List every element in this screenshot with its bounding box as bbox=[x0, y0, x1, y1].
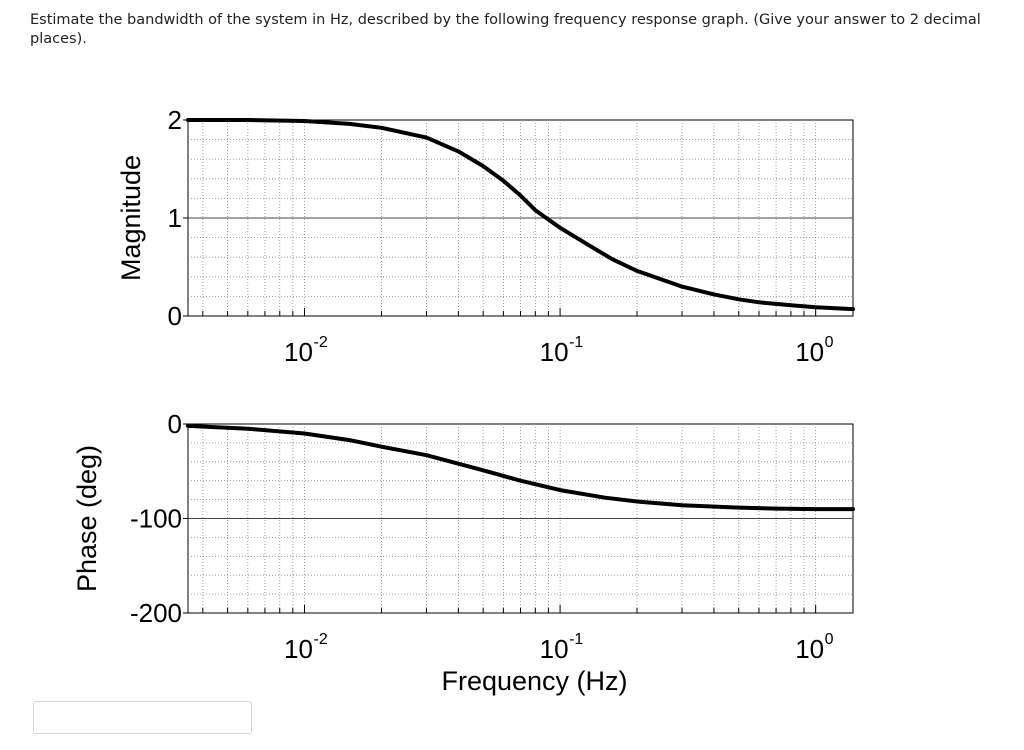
x-tick-label: 10 bbox=[540, 634, 569, 664]
y-tick-label: 1 bbox=[168, 203, 182, 233]
response-curve bbox=[186, 423, 855, 512]
x-tick-exponent: 0 bbox=[825, 631, 834, 648]
x-tick-exponent: -2 bbox=[314, 334, 328, 351]
y-tick-label: 0 bbox=[168, 409, 182, 439]
x-tick-label: 10 bbox=[284, 634, 313, 664]
y-tick-label: -200 bbox=[130, 598, 182, 628]
x-axis-label: Frequency (Hz) bbox=[441, 666, 627, 696]
x-tick-exponent: -1 bbox=[569, 631, 583, 648]
x-tick-label: 10 bbox=[795, 337, 824, 367]
y-axis-label: Magnitude bbox=[116, 155, 146, 281]
x-tick-label: 10 bbox=[284, 337, 313, 367]
x-tick-exponent: 0 bbox=[825, 334, 834, 351]
y-axis-label: Phase (deg) bbox=[72, 445, 102, 592]
y-tick-label: 0 bbox=[168, 301, 182, 331]
answer-input[interactable] bbox=[33, 701, 252, 734]
x-tick-label: 10 bbox=[540, 337, 569, 367]
x-tick-label: 10 bbox=[795, 634, 824, 664]
y-tick-label: 2 bbox=[168, 105, 182, 135]
question-text: Estimate the bandwidth of the system in … bbox=[30, 12, 981, 47]
x-tick-exponent: -1 bbox=[569, 334, 583, 351]
x-tick-exponent: -2 bbox=[314, 631, 328, 648]
y-tick-label: -100 bbox=[130, 504, 182, 534]
response-curve bbox=[186, 118, 855, 312]
